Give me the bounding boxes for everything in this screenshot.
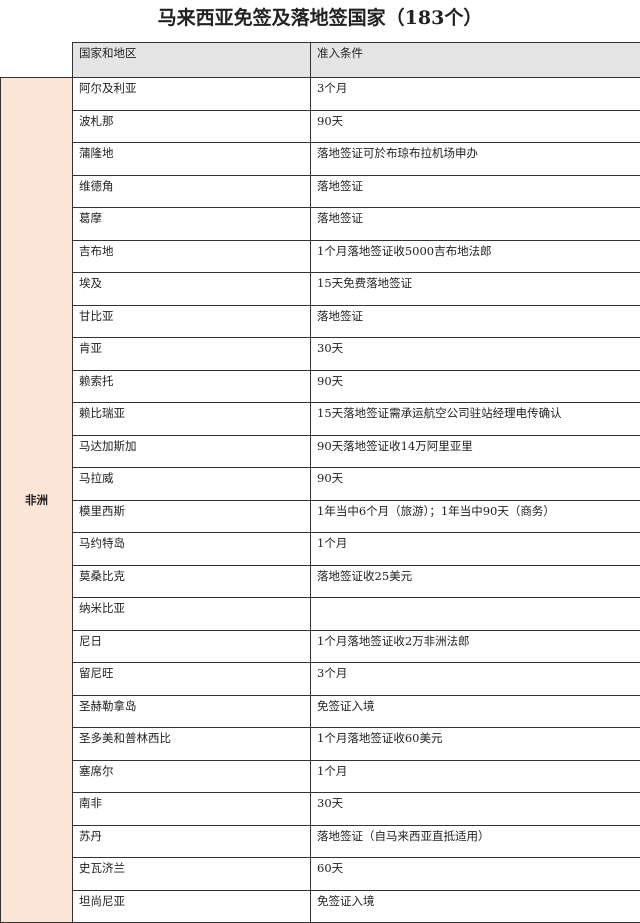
table-row: 葛摩落地签证 xyxy=(1,208,640,241)
table-row: 坦尚尼亚免签证入境 xyxy=(1,890,640,923)
condition-cell: 落地签证可於布琼布拉机场申办 xyxy=(311,143,640,176)
condition-cell: 30天 xyxy=(311,338,640,371)
condition-cell: 落地签证 xyxy=(311,208,640,241)
country-cell: 马约特岛 xyxy=(73,533,311,566)
header-blank-cell xyxy=(1,43,73,78)
region-cell: 非洲 xyxy=(1,78,73,923)
country-cell: 马拉威 xyxy=(73,468,311,501)
table-row: 甘比亚落地签证 xyxy=(1,305,640,338)
condition-cell: 1个月落地签证收60美元 xyxy=(311,728,640,761)
country-cell: 波札那 xyxy=(73,110,311,143)
table-row: 莫桑比克落地签证收25美元 xyxy=(1,565,640,598)
condition-cell: 免签证入境 xyxy=(311,695,640,728)
country-cell: 史瓦济兰 xyxy=(73,858,311,891)
country-cell: 蒲隆地 xyxy=(73,143,311,176)
condition-cell: 1个月 xyxy=(311,533,640,566)
country-cell: 维德角 xyxy=(73,175,311,208)
country-cell: 尼日 xyxy=(73,630,311,663)
condition-cell: 3个月 xyxy=(311,78,640,111)
country-cell: 南非 xyxy=(73,793,311,826)
country-cell: 马达加斯加 xyxy=(73,435,311,468)
country-cell: 留尼旺 xyxy=(73,663,311,696)
condition-cell: 1个月落地签证收5000吉布地法郎 xyxy=(311,240,640,273)
condition-cell: 15天落地签证需承运航空公司驻站经理电传确认 xyxy=(311,403,640,436)
page-title: 马来西亚免签及落地签国家（183个） xyxy=(0,4,640,32)
table-header-row: 国家和地区 准入条件 xyxy=(1,43,640,78)
table-row: 维德角落地签证 xyxy=(1,175,640,208)
condition-cell: 90天 xyxy=(311,370,640,403)
condition-cell: 15天免费落地签证 xyxy=(311,273,640,306)
country-cell: 坦尚尼亚 xyxy=(73,890,311,923)
table-row: 圣赫勒拿岛免签证入境 xyxy=(1,695,640,728)
condition-cell: 90天 xyxy=(311,468,640,501)
country-cell: 阿尔及利亚 xyxy=(73,78,311,111)
condition-cell: 落地签证收25美元 xyxy=(311,565,640,598)
header-condition: 准入条件 xyxy=(311,43,640,78)
header-country: 国家和地区 xyxy=(73,43,311,78)
country-cell: 赖比瑞亚 xyxy=(73,403,311,436)
condition-cell: 落地签证 xyxy=(311,175,640,208)
condition-cell: 30天 xyxy=(311,793,640,826)
table-row: 苏丹落地签证（自马来西亚直抵适用） xyxy=(1,825,640,858)
country-cell: 模里西斯 xyxy=(73,500,311,533)
country-cell: 埃及 xyxy=(73,273,311,306)
condition-cell: 3个月 xyxy=(311,663,640,696)
country-cell: 甘比亚 xyxy=(73,305,311,338)
country-cell: 葛摩 xyxy=(73,208,311,241)
condition-cell: 90天 xyxy=(311,110,640,143)
condition-cell: 1个月落地签证收2万非洲法郎 xyxy=(311,630,640,663)
country-cell: 塞席尔 xyxy=(73,760,311,793)
country-cell: 圣多美和普林西比 xyxy=(73,728,311,761)
country-cell: 莫桑比克 xyxy=(73,565,311,598)
country-cell: 苏丹 xyxy=(73,825,311,858)
condition-cell: 90天落地签证收14万阿里亚里 xyxy=(311,435,640,468)
condition-cell: 落地签证（自马来西亚直抵适用） xyxy=(311,825,640,858)
condition-cell: 1年当中6个月（旅游）；1年当中90天（商务） xyxy=(311,500,640,533)
country-cell: 肯亚 xyxy=(73,338,311,371)
condition-cell: 落地签证 xyxy=(311,305,640,338)
country-cell: 赖索托 xyxy=(73,370,311,403)
condition-cell: 免签证入境 xyxy=(311,890,640,923)
table-row: 纳米比亚 xyxy=(1,598,640,631)
country-cell: 吉布地 xyxy=(73,240,311,273)
country-cell: 纳米比亚 xyxy=(73,598,311,631)
condition-cell: 1个月 xyxy=(311,760,640,793)
condition-cell xyxy=(311,598,640,631)
condition-cell: 60天 xyxy=(311,858,640,891)
table-row: 蒲隆地落地签证可於布琼布拉机场申办 xyxy=(1,143,640,176)
country-cell: 圣赫勒拿岛 xyxy=(73,695,311,728)
